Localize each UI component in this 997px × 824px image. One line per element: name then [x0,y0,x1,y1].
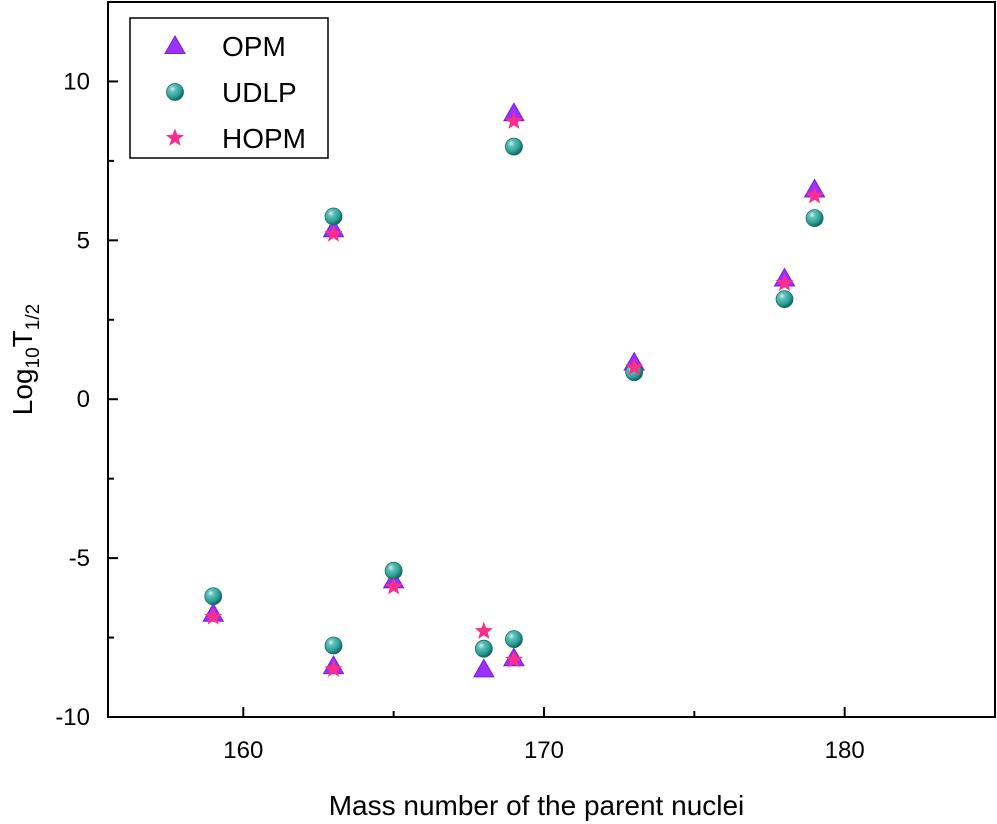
plot-frame [107,1,996,718]
legend-label: HOPM [222,123,306,154]
hopm-point [324,224,343,242]
y-tick-label: 10 [63,68,90,95]
hopm-point [474,621,493,639]
udlp-point [324,207,343,226]
udlp-point [204,587,223,606]
udlp-point [505,137,523,156]
udlp-point [324,636,343,655]
x-tick-label: 160 [223,737,263,764]
axis-tick-labels: 160 170 180 -10 -5 0 5 10 [55,68,864,764]
udlp-point [775,290,794,309]
y-tick-label: 0 [77,386,90,413]
hopm-point [625,357,644,376]
legend-item-opm: OPM [164,31,286,62]
y-axis-title-base-sub: 10 [23,347,44,368]
series-opm [202,102,826,678]
axis-ticks [108,1,996,718]
y-tick-label: 5 [77,227,90,254]
x-tick-label: 180 [825,737,865,764]
hopm-point [504,650,523,668]
legend-label: OPM [222,31,286,62]
legend-marker-opm [164,34,186,54]
legend-box [129,17,329,159]
hopm-point [324,659,343,677]
y-axis-title-main-sub: 1/2 [23,304,44,330]
series-udlp [204,137,824,658]
udlp-point [474,639,493,658]
hopm-point [204,607,223,625]
hopm-point [775,273,794,291]
udlp-point [805,209,824,227]
y-axis-title-main: T [7,330,38,347]
x-axis-title: Mass number of the parent nuclei [329,790,745,821]
udlp-point [384,561,403,580]
legend-marker-hopm [166,128,184,146]
opm-point [472,658,495,678]
hopm-point [504,111,523,129]
x-tick-label: 170 [524,737,564,764]
hopm-point [805,186,824,204]
series-hopm [204,111,824,677]
plot-marks [202,102,826,678]
legend-item-udlp: UDLP [166,77,297,108]
legend: OPM UDLP HOPM [129,17,329,159]
y-axis-title: Log10T1/2 [7,304,44,415]
legend-item-hopm: HOPM [166,123,306,154]
y-tick-label: -5 [69,545,90,572]
legend-marker-udlp [166,83,184,101]
legend-label: UDLP [222,77,297,108]
y-tick-label: -10 [55,704,90,731]
udlp-point [505,630,523,649]
hopm-point [384,577,403,595]
y-axis-title-base: Log [7,368,38,415]
